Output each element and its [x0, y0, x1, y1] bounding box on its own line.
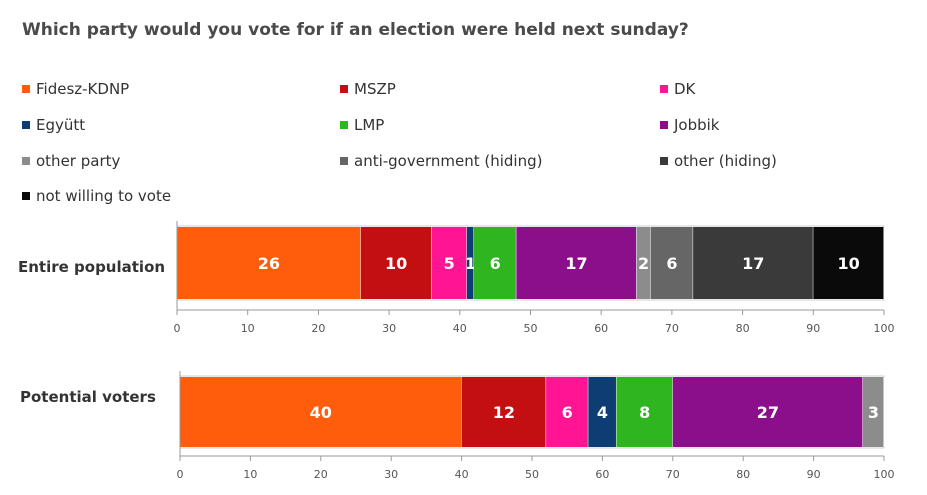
bar-segment-other-party: [862, 377, 884, 447]
category-label: Entire population: [18, 258, 165, 276]
data-label: 1: [465, 254, 476, 273]
x-tick-label: 90: [806, 322, 820, 335]
legend-label: LMP: [354, 116, 385, 134]
legend-swatch: [340, 121, 348, 129]
bar-segment-dk: [546, 377, 589, 447]
data-label: 17: [742, 254, 764, 273]
legend-swatch: [660, 121, 668, 129]
legend-label: other (hiding): [674, 152, 777, 170]
x-tick-label: 80: [736, 468, 750, 481]
data-label: 3: [868, 403, 879, 422]
x-tick-label: 20: [314, 468, 328, 481]
data-label: 12: [493, 403, 515, 422]
data-label: 8: [639, 403, 650, 422]
x-tick-label: 0: [177, 468, 184, 481]
x-tick-label: 30: [384, 468, 398, 481]
data-label: 4: [597, 403, 608, 422]
legend-item-not-willing-to-vote: not willing to vote: [22, 187, 171, 205]
bar-segment-lmp: [616, 377, 673, 447]
bar-segment-jobbik: [672, 377, 863, 447]
x-tick-label: 80: [736, 322, 750, 335]
data-label: 6: [562, 403, 573, 422]
legend-swatch: [340, 85, 348, 93]
legend-swatch: [660, 157, 668, 165]
x-tick-label: 0: [174, 322, 181, 335]
legend-label: Együtt: [36, 116, 86, 134]
x-tick-label: 60: [594, 322, 608, 335]
legend-swatch: [22, 121, 30, 129]
x-tick-label: 90: [807, 468, 821, 481]
x-tick-label: 10: [241, 322, 255, 335]
legend-item-anti-government-hiding: anti-government (hiding): [340, 152, 542, 170]
bar-segment-mszp: [461, 377, 547, 447]
legend-item-lmp: LMP: [340, 116, 384, 134]
data-label: 26: [258, 254, 280, 273]
x-tick-label: 50: [525, 468, 539, 481]
legend-item-fidesz-kdnp: Fidesz-KDNP: [22, 80, 129, 98]
bar-segment-fidesz-kdnp: [180, 377, 462, 447]
bar-segment-fidesz-kdnp: [177, 227, 361, 299]
legend-label: Fidesz-KDNP: [36, 80, 130, 98]
legend-swatch: [22, 157, 30, 165]
data-label: 2: [638, 254, 649, 273]
legend-label: DK: [674, 80, 696, 98]
legend-label: other party: [36, 152, 121, 170]
bar-segment-lmp: [473, 227, 517, 299]
bar-segment-anti-government-hiding: [650, 227, 694, 299]
legend-label: not willing to vote: [36, 187, 172, 205]
data-label: 27: [757, 403, 779, 422]
bar-segment-dk: [431, 227, 467, 299]
x-tick-label: 20: [311, 322, 325, 335]
bar-segment-other-party: [636, 227, 651, 299]
category-label: Potential voters: [20, 388, 156, 406]
x-tick-label: 10: [243, 468, 257, 481]
x-tick-label: 60: [595, 468, 609, 481]
legend-swatch: [660, 85, 668, 93]
legend-item-jobbik: Jobbik: [660, 116, 720, 134]
x-tick-label: 100: [874, 322, 895, 335]
data-label: 6: [666, 254, 677, 273]
legend-swatch: [22, 192, 30, 200]
x-tick-label: 50: [524, 322, 538, 335]
x-tick-label: 40: [453, 322, 467, 335]
x-tick-label: 30: [382, 322, 396, 335]
bar-segment-other-hiding: [693, 227, 814, 299]
data-label: 10: [385, 254, 407, 273]
x-tick-label: 70: [666, 468, 680, 481]
legend-item-egyutt: Együtt: [22, 116, 85, 134]
x-tick-label: 100: [874, 468, 895, 481]
data-label: 40: [310, 403, 332, 422]
bar-segment-mszp: [360, 227, 432, 299]
legend-item-other-party: other party: [22, 152, 120, 170]
bar-segment-not-willing-to-vote: [813, 227, 884, 299]
bar-segment-egyutt: [588, 377, 617, 447]
data-label: 6: [490, 254, 501, 273]
x-tick-label: 40: [455, 468, 469, 481]
x-tick-label: 70: [665, 322, 679, 335]
data-label: 10: [838, 254, 860, 273]
legend-label: anti-government (hiding): [354, 152, 543, 170]
legend-label: Jobbik: [674, 116, 720, 134]
chart-title: Which party would you vote for if an ele…: [22, 20, 689, 40]
legend-item-dk: DK: [660, 80, 695, 98]
bar-segment-egyutt: [466, 227, 474, 299]
legend-item-mszp: MSZP: [340, 80, 396, 98]
legend-swatch: [22, 85, 30, 93]
legend-swatch: [340, 157, 348, 165]
bar-segment-jobbik: [516, 227, 637, 299]
data-label: 17: [565, 254, 587, 273]
data-label: 5: [444, 254, 455, 273]
legend-item-other-hiding: other (hiding): [660, 152, 777, 170]
legend-label: MSZP: [354, 80, 396, 98]
legend: Fidesz-KDNP MSZP DK Együtt LMP Jobbik other pa…: [0, 0, 927, 215]
